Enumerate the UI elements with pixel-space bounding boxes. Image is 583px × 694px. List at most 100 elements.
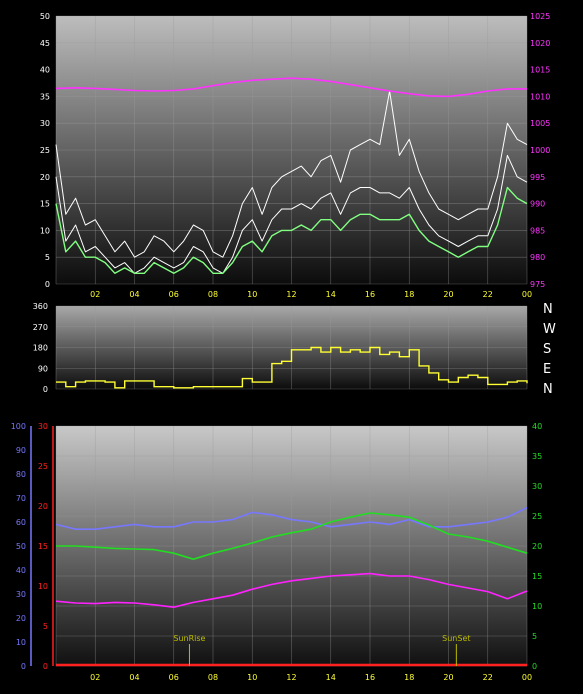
compass-label: N: [543, 382, 553, 397]
temperature-line: [56, 512, 528, 561]
wind-x-tick-label: 08: [208, 290, 218, 299]
direction-grid: [55, 305, 528, 390]
gust-line: [55, 90, 528, 258]
rainfall-axis-label: Rainfall (mm): [2, 401, 83, 415]
wind-grid: [55, 15, 528, 285]
rainfall-tick-label: 20: [38, 502, 48, 511]
wind-x-tick-label: 14: [326, 290, 336, 299]
windspeed-tick-label: 5: [45, 253, 50, 262]
temperature-tick-label: 0: [532, 662, 537, 671]
direction-tick-label: 360: [33, 302, 48, 311]
rainfall-ticks: 0 5 10 15 20 25 30: [38, 422, 54, 671]
dewpoint-line: [55, 572, 528, 609]
wind-series: [55, 77, 528, 274]
direction-tick-label: 180: [33, 344, 48, 353]
windspeed-tick-label: 0: [45, 280, 50, 289]
compass-label: W: [543, 322, 556, 337]
temperature-ticks: 0 5 10 15 20 25 30 35 40: [532, 422, 542, 671]
sun-marker-label: SunSet: [442, 634, 470, 643]
humidity-tick-label: 80: [16, 470, 26, 479]
rainfall-tick-label: 10: [38, 582, 48, 591]
temperature-x-tick-label: 04: [129, 673, 139, 682]
barometer-tick-label: 1020: [530, 39, 550, 48]
temperature-x-tick-label: 20: [443, 673, 453, 682]
rainfall-tick-label: 5: [43, 622, 48, 631]
wind-x-tick-label: 20: [443, 290, 453, 299]
wind-x-tick-label: 10: [247, 290, 257, 299]
compass-label: S: [543, 342, 551, 357]
barometer-tick-label: 990: [530, 200, 545, 209]
windspeed-tick-label: 25: [40, 146, 50, 155]
barometer-tick-label: 995: [530, 173, 545, 182]
sun-markers: SunRise SunSet: [173, 634, 471, 666]
wind-x-tick-label: 04: [129, 290, 139, 299]
humidity-tick-label: 30: [16, 590, 26, 599]
wind-direction-line: [56, 346, 528, 389]
windspeed-tick-label: 30: [40, 119, 50, 128]
compass-label: N: [543, 302, 553, 317]
humidity-tick-label: 20: [16, 614, 26, 623]
temperature-x-tick-label: 22: [483, 673, 493, 682]
temperature-x-tick-label: 02: [90, 673, 100, 682]
temperature-x-tick-label: 00: [522, 673, 532, 682]
humidity-axis-label: Humidity (%): [83, 401, 162, 415]
wind-x-tick-label: 02: [90, 290, 100, 299]
barometer-tick-label: 1015: [530, 66, 550, 75]
windspeed-ticks: 0 5 10 15 20 25 30 35 40 45 50: [40, 12, 50, 289]
humidity-line: [55, 506, 528, 531]
rainfall-tick-label: 0: [43, 662, 48, 671]
humidity-tick-label: 50: [16, 542, 26, 551]
humidity-tick-label: 70: [16, 494, 26, 503]
dewpoint-axis-label: Dew Point (°C): [489, 401, 577, 415]
wind-x-ticks: 02 04 06 08 10 12 14 16 18 20 22 00: [90, 290, 532, 299]
humidity-tick-label: 0: [21, 662, 26, 671]
windspeed-tick-label: 15: [40, 200, 50, 209]
temperature-series: [55, 506, 528, 667]
wind-x-tick-label: 22: [483, 290, 493, 299]
rainfall-tick-label: 25: [38, 462, 48, 471]
windspeed-axis-label: Windspeed (kph): [44, 1, 146, 15]
direction-tick-label: 0: [43, 385, 48, 394]
barometer-tick-label: 985: [530, 226, 545, 235]
temperature-humidity-chart: 0 10 20 30 40 50 60 70 80 90 100 0 5 10 15 20 25 30 0 5 10…: [11, 422, 542, 682]
temperature-tick-label: 15: [532, 572, 542, 581]
direction-series: [56, 346, 528, 389]
humidity-tick-label: 40: [16, 566, 26, 575]
temperature-tick-label: 30: [532, 482, 542, 491]
barometer-tick-label: 1005: [530, 119, 550, 128]
humidity-ticks: 0 10 20 30 40 50 60 70 80 90 100: [11, 422, 32, 671]
wind-x-tick-label: 18: [404, 290, 414, 299]
wind-x-tick-label: 12: [286, 290, 296, 299]
direction-tick-label: 270: [33, 323, 48, 332]
humidity-tick-label: 100: [11, 422, 26, 431]
temperature-x-tick-label: 06: [169, 673, 179, 682]
rainfall-tick-label: 30: [38, 422, 48, 431]
barometer-tick-label: 1000: [530, 146, 550, 155]
chart-title: 24 hour graph day : 19 August 2025: [209, 1, 428, 15]
direction-tick-label: 90: [38, 364, 48, 373]
average-wind-line: [55, 186, 528, 274]
temperature-tick-label: 5: [532, 632, 537, 641]
temperature-tick-label: 25: [532, 512, 542, 521]
compass-label: E: [543, 362, 551, 377]
barometer-axis-label: Barometer (hpa): [477, 1, 576, 15]
humidity-tick-label: 10: [16, 638, 26, 647]
temperature-axis-label: Temperature (°C): [390, 401, 495, 415]
temperature-tick-label: 40: [532, 422, 542, 431]
sun-marker-label: SunRise: [173, 634, 205, 643]
windspeed-tick-label: 50: [40, 12, 50, 21]
temperature-x-ticks: 02 04 06 08 10 12 14 16 18 20 22 00: [90, 673, 532, 682]
humidity-tick-label: 60: [16, 518, 26, 527]
temperature-tick-label: 10: [532, 602, 542, 611]
temperature-tick-label: 20: [532, 542, 542, 551]
barometer-tick-label: 1010: [530, 92, 550, 101]
temperature-x-tick-label: 14: [326, 673, 336, 682]
windspeed-tick-label: 45: [40, 39, 50, 48]
temperature-x-tick-label: 18: [404, 673, 414, 682]
barometer-tick-label: 1025: [530, 12, 550, 21]
wind-x-tick-label: 06: [169, 290, 179, 299]
barometer-tick-label: 975: [530, 280, 545, 289]
